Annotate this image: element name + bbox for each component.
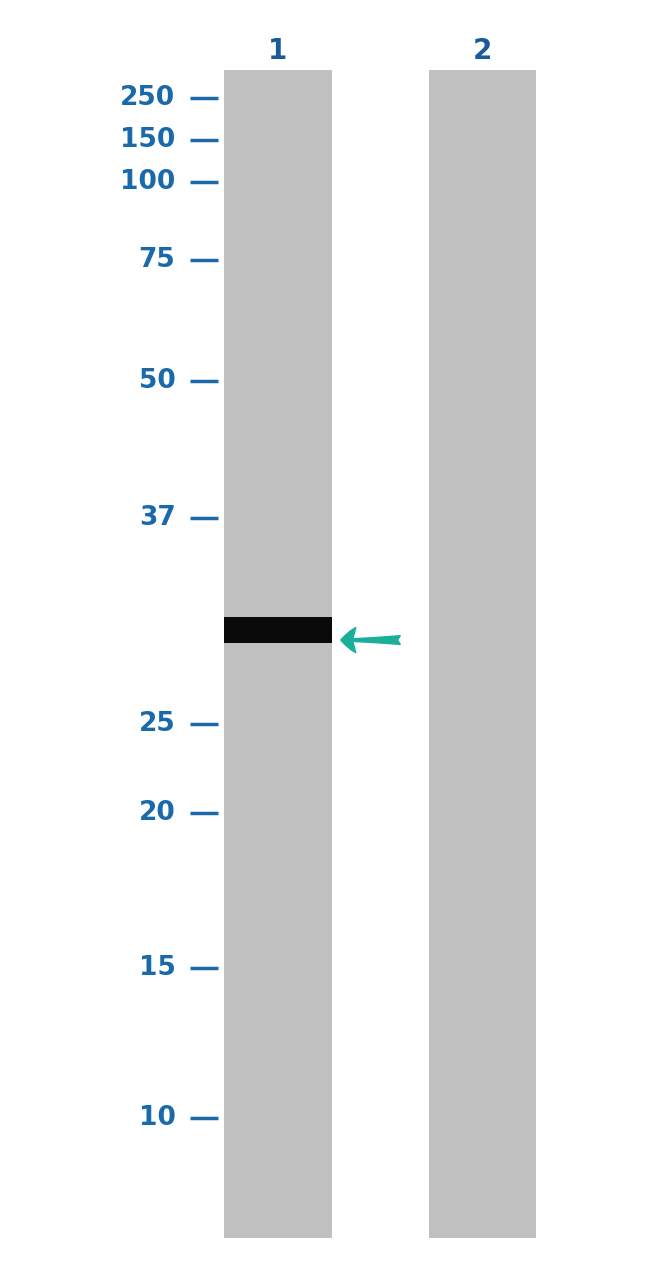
Text: 20: 20 — [138, 800, 176, 826]
Text: 15: 15 — [138, 955, 176, 980]
Text: 1: 1 — [268, 37, 287, 65]
Text: 2: 2 — [473, 37, 492, 65]
Text: 10: 10 — [138, 1105, 176, 1130]
Text: 150: 150 — [120, 127, 176, 152]
Bar — [429, 70, 536, 1238]
Text: 100: 100 — [120, 169, 176, 194]
Text: 37: 37 — [138, 505, 176, 531]
Bar — [224, 617, 332, 643]
Text: 50: 50 — [138, 368, 176, 394]
Text: 250: 250 — [120, 85, 176, 110]
Text: 75: 75 — [138, 248, 176, 273]
Text: 25: 25 — [138, 711, 176, 737]
Bar — [224, 70, 332, 1238]
